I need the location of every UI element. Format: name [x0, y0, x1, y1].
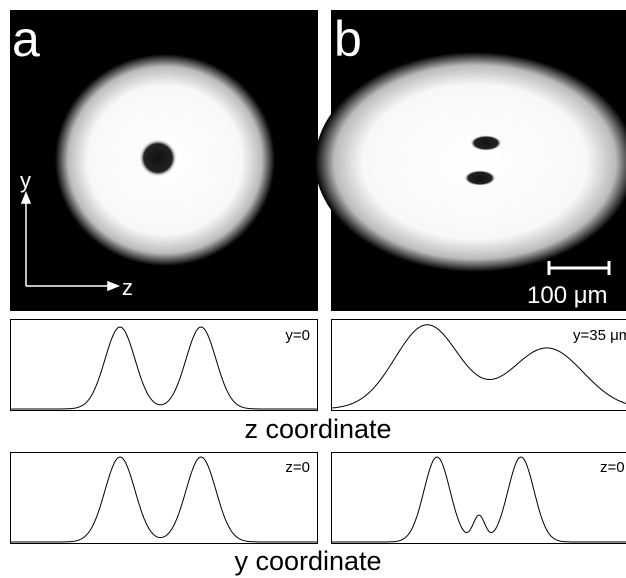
- axis-title: y coordinate: [234, 546, 381, 576]
- profile-curve: [332, 456, 626, 543]
- profile-tag: y=35 μm: [573, 327, 626, 344]
- profile-curve: [331, 324, 626, 409]
- profile-tag: z=0: [285, 459, 310, 476]
- scale-bar: [547, 261, 611, 275]
- spot: [464, 170, 496, 186]
- axis-label: z: [122, 275, 133, 300]
- profile-curve: [11, 456, 317, 543]
- profile-box: [331, 452, 626, 544]
- profile-tag: y=0: [285, 327, 310, 344]
- disc: [315, 52, 626, 272]
- panel-label: a: [12, 11, 40, 67]
- axis-label: y: [20, 168, 31, 193]
- spot: [139, 139, 177, 177]
- spot: [470, 135, 502, 151]
- profile-box: [10, 319, 318, 411]
- profile-curve: [11, 326, 317, 410]
- profile-box: [10, 452, 318, 544]
- axes-arrows: [20, 190, 121, 292]
- panel-label: b: [334, 11, 362, 67]
- scale-label: 100 μm: [527, 282, 608, 309]
- profile-tag: z=0: [600, 459, 625, 476]
- axis-title: z coordinate: [244, 414, 391, 444]
- profile-box: [331, 319, 626, 411]
